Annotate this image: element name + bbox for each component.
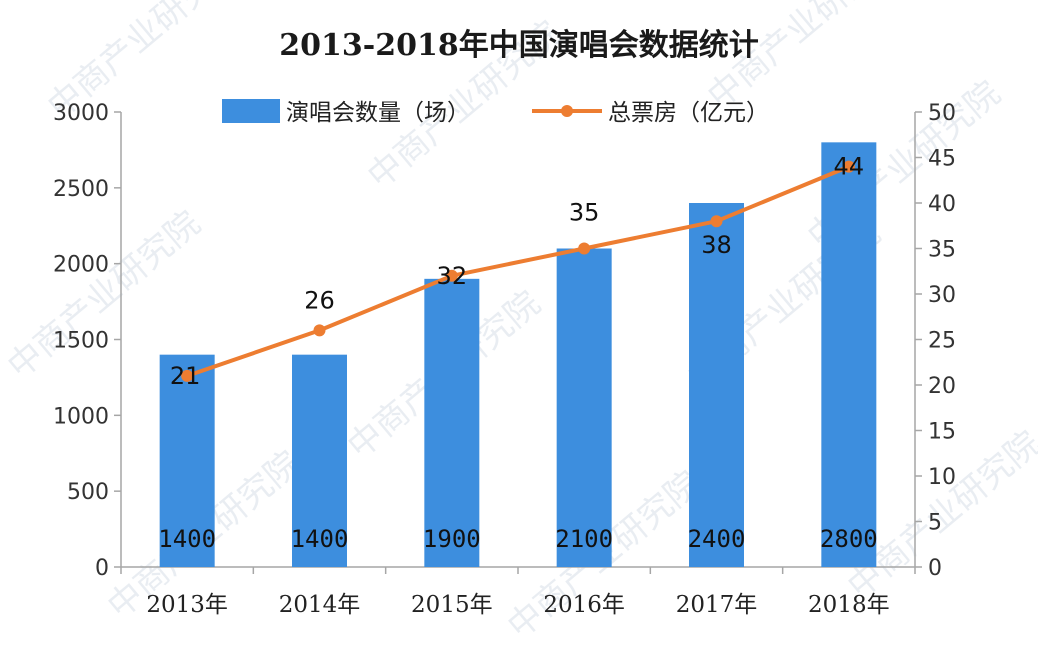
y-left-tick-label: 1000 [53,404,109,429]
x-tick-label: 2018年 [808,592,890,618]
bar-value-label: 2400 [688,525,746,553]
legend: 演唱会数量（场） 总票房（亿元） [222,99,769,126]
y-right-tick-label: 40 [928,192,956,217]
line-value-label: 38 [701,231,732,259]
x-tick-label: 2013年 [146,592,228,618]
bar-value-label: 1400 [158,525,216,553]
y-right-tick-label: 20 [928,374,956,399]
line-value-label: 44 [834,153,865,181]
bar-value-label: 1900 [423,525,481,553]
bar-series [159,142,877,568]
bar [689,203,744,567]
line-point [445,269,458,282]
line-series [181,160,855,382]
line-value-label: 21 [170,362,201,390]
y-right-tick-label: 15 [928,420,956,445]
bar [292,354,347,567]
line-point [313,324,326,337]
bar [424,278,480,567]
line-point [578,242,591,255]
y-left-tick-label: 0 [95,556,109,581]
bar [556,248,612,567]
x-tick-label: 2016年 [543,592,625,618]
y-right-tick-label: 50 [928,101,956,126]
y-left-tick-label: 2500 [53,177,109,202]
y-left-tick-label: 1500 [53,329,109,354]
legend-bar-label: 演唱会数量（场） [286,100,470,126]
x-tick-label: 2017年 [676,592,758,618]
legend-line-label: 总票房（亿元） [608,100,769,126]
bar-value-label: 1400 [291,525,349,553]
y-right-tick-label: 30 [928,283,956,308]
bar-value-label: 2800 [820,525,878,553]
line-point [181,369,194,382]
x-tick-label: 2015年 [411,592,493,618]
data-labels: 1400 1400 1900 2100 2400 2800 21 26 32 35 38 44 [158,153,877,553]
bar [821,142,877,568]
legend-bar-swatch [222,99,280,123]
y-right-tick-label: 25 [928,329,956,354]
y-right-tick-label: 10 [928,465,956,490]
line-value-label: 32 [437,262,468,290]
line-value-label: 35 [569,199,600,227]
bar [159,354,215,567]
bar-value-label: 2100 [555,525,613,553]
line-point [842,160,855,173]
chart-title: 2013-2018年中国演唱会数据统计 [279,28,758,63]
y-right-tick-label: 45 [928,147,956,172]
y-right-tick-label: 0 [928,556,942,581]
line-point [710,215,723,228]
y-left-tick-label: 3000 [53,101,109,126]
line-value-label: 26 [304,286,335,314]
y-right-tick-label: 35 [928,238,956,263]
y-left-tick-label: 500 [67,480,109,505]
y-left-tick-label: 2000 [53,253,109,278]
legend-line-marker [561,105,573,117]
y-right-tick-label: 5 [928,511,942,536]
axes: 0 500 1000 1500 2000 2500 3000 0 5 10 15 20 25 30 35 40… [53,101,956,618]
x-tick-label: 2014年 [279,592,361,618]
line-path [186,164,850,378]
